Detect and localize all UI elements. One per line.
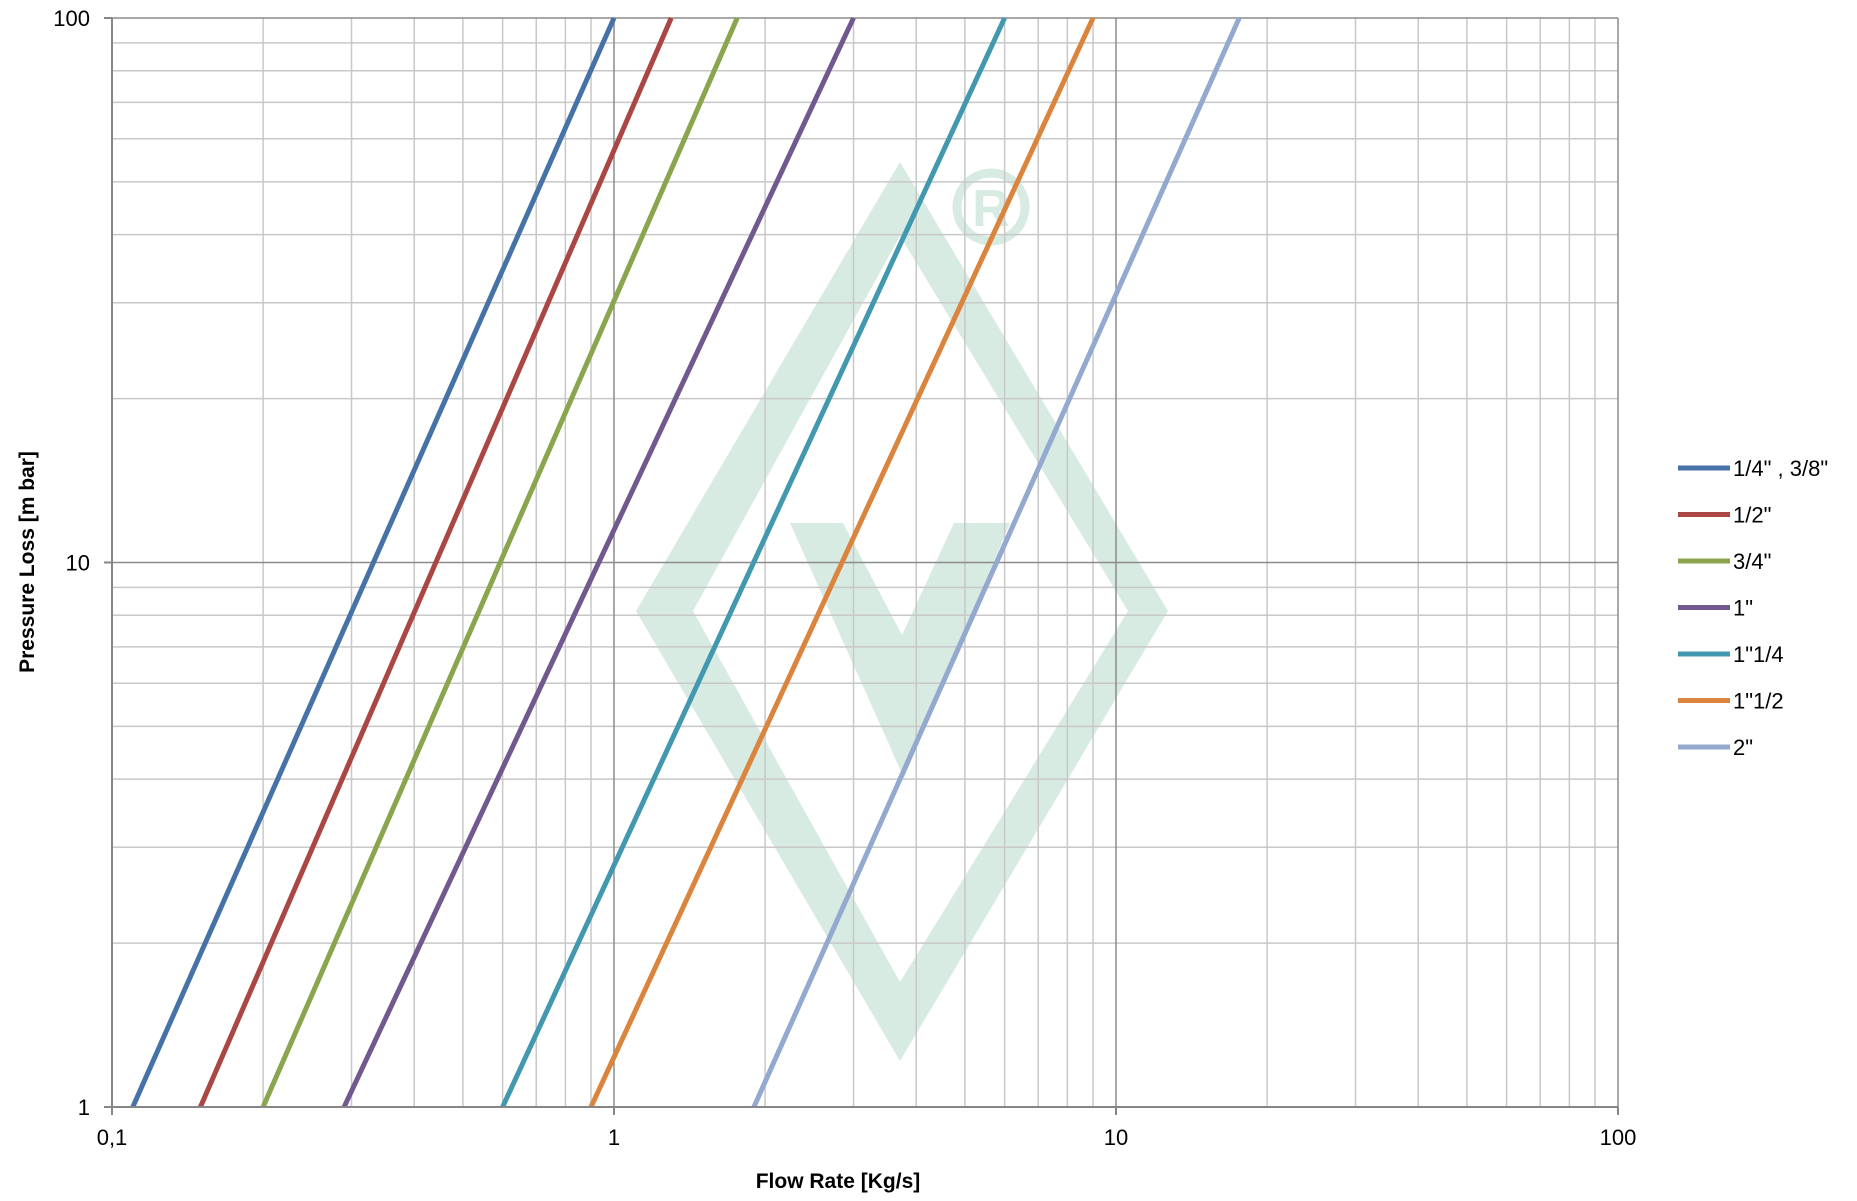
legend-label: 1" [1733,596,1753,621]
x-tick-label: 10 [1104,1125,1128,1150]
legend-item: 1/4" , 3/8" [1678,456,1828,481]
series-line-6 [588,16,1096,1109]
x-tick-labels: 0,1 1 10 100 [97,1125,1637,1150]
series-line-5 [500,16,1007,1109]
axes [104,17,1619,1115]
y-axis-title: Pressure Loss [m bar] [16,451,39,673]
legend-item: 1"1/4 [1678,642,1784,667]
series-line-4 [341,16,856,1109]
y-tick-label: 10 [66,551,90,576]
legend-item: 3/4" [1678,549,1771,574]
legend: 1/4" , 3/8" 1/2" 3/4" 1" 1"1/4 1"1/2 2" [1678,456,1828,760]
x-tick-label: 100 [1600,1125,1637,1150]
legend-label: 1/4" , 3/8" [1733,456,1828,481]
series-line-1 [130,16,617,1109]
series-lines [130,16,1242,1109]
legend-item: 1" [1678,596,1753,621]
legend-label: 1"1/2 [1733,689,1784,714]
watermark-v-shape [790,523,1010,778]
legend-item: 1/2" [1678,503,1771,528]
legend-label: 1/2" [1733,503,1771,528]
series-line-7 [751,16,1242,1109]
x-tick-label: 1 [608,1125,620,1150]
x-tick-label: 0,1 [97,1125,128,1150]
legend-item: 2" [1678,735,1753,760]
series-line-2 [198,17,674,1108]
y-tick-label: 1 [78,1095,90,1120]
legend-label: 2" [1733,735,1753,760]
watermark-logo: R [636,162,1168,1061]
watermark-diamond [636,162,1168,1061]
series-line-3 [260,17,740,1108]
legend-label: 1"1/4 [1733,642,1784,667]
legend-item: 1"1/2 [1678,689,1784,714]
y-tick-label: 100 [53,6,90,31]
x-axis-title: Flow Rate [Kg/s] [756,1170,921,1193]
y-tick-labels: 1 10 100 [53,6,90,1120]
legend-label: 3/4" [1733,549,1771,574]
